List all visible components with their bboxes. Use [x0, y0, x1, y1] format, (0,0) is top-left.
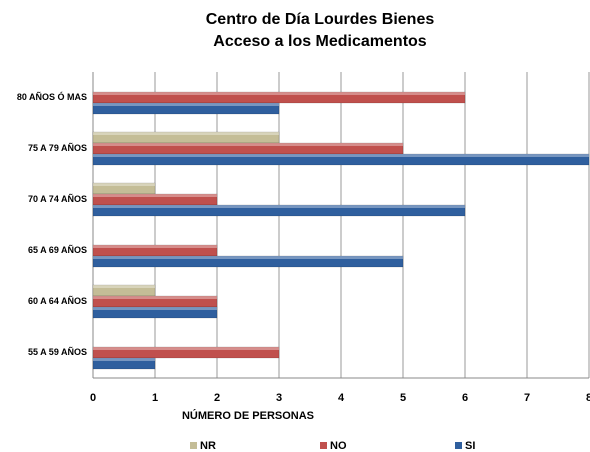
y-tick-label: 80 AÑOS Ó MAS: [17, 91, 87, 102]
bar-highlight: [93, 285, 155, 288]
legend-swatch: [190, 442, 197, 449]
bar-highlight: [93, 103, 279, 106]
bar-highlight: [93, 296, 217, 299]
x-tick-label: 2: [214, 392, 220, 404]
bar-highlight: [93, 358, 155, 361]
bar: [92, 102, 280, 115]
x-tick-label: 7: [524, 392, 530, 404]
bar-highlight: [93, 92, 465, 95]
bar: [92, 255, 404, 268]
bar: [92, 204, 466, 217]
legend-label: NR: [200, 440, 216, 452]
x-tick-label: 5: [400, 392, 406, 404]
x-tick-label: 3: [276, 392, 282, 404]
legend-label: SI: [465, 440, 475, 452]
bar: [92, 357, 156, 370]
y-tick-label: 65 A 69 AÑOS: [28, 245, 87, 255]
bar-highlight: [93, 194, 217, 197]
bar-highlight: [93, 183, 155, 186]
bar-highlight: [93, 347, 279, 350]
x-tick-label: 6: [462, 392, 468, 404]
bar-highlight: [93, 307, 217, 310]
y-tick-label: 70 A 74 AÑOS: [28, 194, 87, 204]
bar-highlight: [93, 143, 403, 146]
bar-highlight: [93, 256, 403, 259]
bar: [92, 306, 218, 319]
bar-highlight: [93, 132, 279, 135]
y-tick-label: 75 A 79 AÑOS: [28, 143, 87, 153]
bar-highlight: [93, 245, 217, 248]
x-axis-label: NÚMERO DE PERSONAS: [182, 409, 314, 422]
bar-highlight: [93, 205, 465, 208]
bar: [92, 153, 590, 166]
legend-swatch: [455, 442, 462, 449]
legend-swatch: [320, 442, 327, 449]
y-tick-label: 60 A 64 AÑOS: [28, 296, 87, 306]
legend-label: NO: [330, 440, 347, 452]
x-tick-label: 8: [586, 392, 590, 404]
bar-highlight: [93, 154, 589, 157]
x-tick-label: 0: [90, 392, 96, 404]
y-tick-label: 55 A 59 AÑOS: [28, 347, 87, 357]
chart-title: Centro de Día Lourdes Bienes: [206, 11, 435, 28]
x-tick-label: 4: [338, 392, 345, 404]
chart-title: Acceso a los Medicamentos: [213, 33, 427, 50]
x-tick-label: 1: [152, 392, 158, 404]
bar: [92, 346, 280, 359]
